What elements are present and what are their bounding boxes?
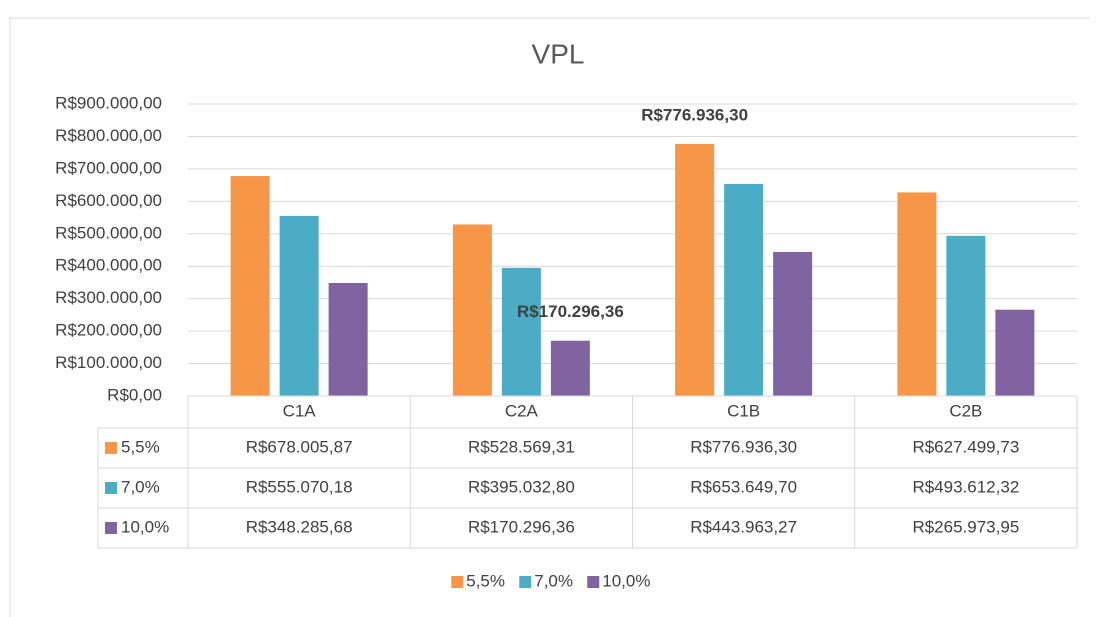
bar <box>230 176 270 396</box>
bar <box>501 267 541 396</box>
table-series-name: 10,0% <box>121 517 169 536</box>
table-legend-key <box>105 442 117 454</box>
legend-key <box>451 576 464 588</box>
legend-key <box>519 576 532 588</box>
table-legend-key <box>105 482 117 494</box>
table-cell: R$395.032,80 <box>468 477 575 496</box>
table-series-name: 7,0% <box>121 477 160 496</box>
table-cell: R$493.612,32 <box>912 477 1019 496</box>
table-cell: R$627.499,73 <box>912 437 1019 456</box>
table-cell: R$348.285,68 <box>246 517 353 536</box>
bar <box>279 215 319 396</box>
bar <box>995 309 1035 396</box>
bar <box>773 251 813 396</box>
y-tick-label: R$300.000,00 <box>55 288 162 307</box>
bar <box>675 143 715 396</box>
table-cell: R$170.296,36 <box>468 517 575 536</box>
bar <box>452 224 492 396</box>
table-series-name: 5,5% <box>121 437 160 456</box>
y-tick-label: R$600.000,00 <box>55 191 162 210</box>
x-tick-label: C1A <box>283 401 317 420</box>
legend-label: 10,0% <box>602 571 650 590</box>
table-cell: R$678.005,87 <box>246 437 353 456</box>
chart-title: VPL <box>532 38 585 69</box>
x-tick-label: C1B <box>727 401 760 420</box>
table-cell: R$653.649,70 <box>690 477 797 496</box>
y-tick-label: R$800.000,00 <box>55 126 162 145</box>
table-cell: R$555.070,18 <box>246 477 353 496</box>
legend-label: 7,0% <box>534 571 573 590</box>
y-tick-label: R$100.000,00 <box>55 353 162 372</box>
data-label: R$170.296,36 <box>517 302 624 321</box>
y-tick-label: R$900.000,00 <box>55 93 162 112</box>
table-cell: R$443.963,27 <box>690 517 797 536</box>
y-tick-label: R$700.000,00 <box>55 158 162 177</box>
bar <box>897 192 937 396</box>
bar <box>946 235 986 396</box>
x-tick-label: C2A <box>505 401 539 420</box>
data-label: R$776.936,30 <box>641 105 748 124</box>
table-cell: R$265.973,95 <box>912 517 1019 536</box>
bar <box>328 283 368 396</box>
y-tick-label: R$400.000,00 <box>55 256 162 275</box>
y-tick-label: R$0,00 <box>107 385 162 404</box>
y-tick-label: R$500.000,00 <box>55 223 162 242</box>
table-legend-key <box>105 522 117 534</box>
legend-key <box>587 576 600 588</box>
bar <box>550 340 590 396</box>
bar <box>724 183 764 396</box>
chart-frame <box>9 17 1090 617</box>
legend-label: 5,5% <box>466 571 505 590</box>
x-tick-label: C2B <box>949 401 982 420</box>
table-cell: R$528.569,31 <box>468 437 575 456</box>
table-cell: R$776.936,30 <box>690 437 797 456</box>
y-tick-label: R$200.000,00 <box>55 321 162 340</box>
